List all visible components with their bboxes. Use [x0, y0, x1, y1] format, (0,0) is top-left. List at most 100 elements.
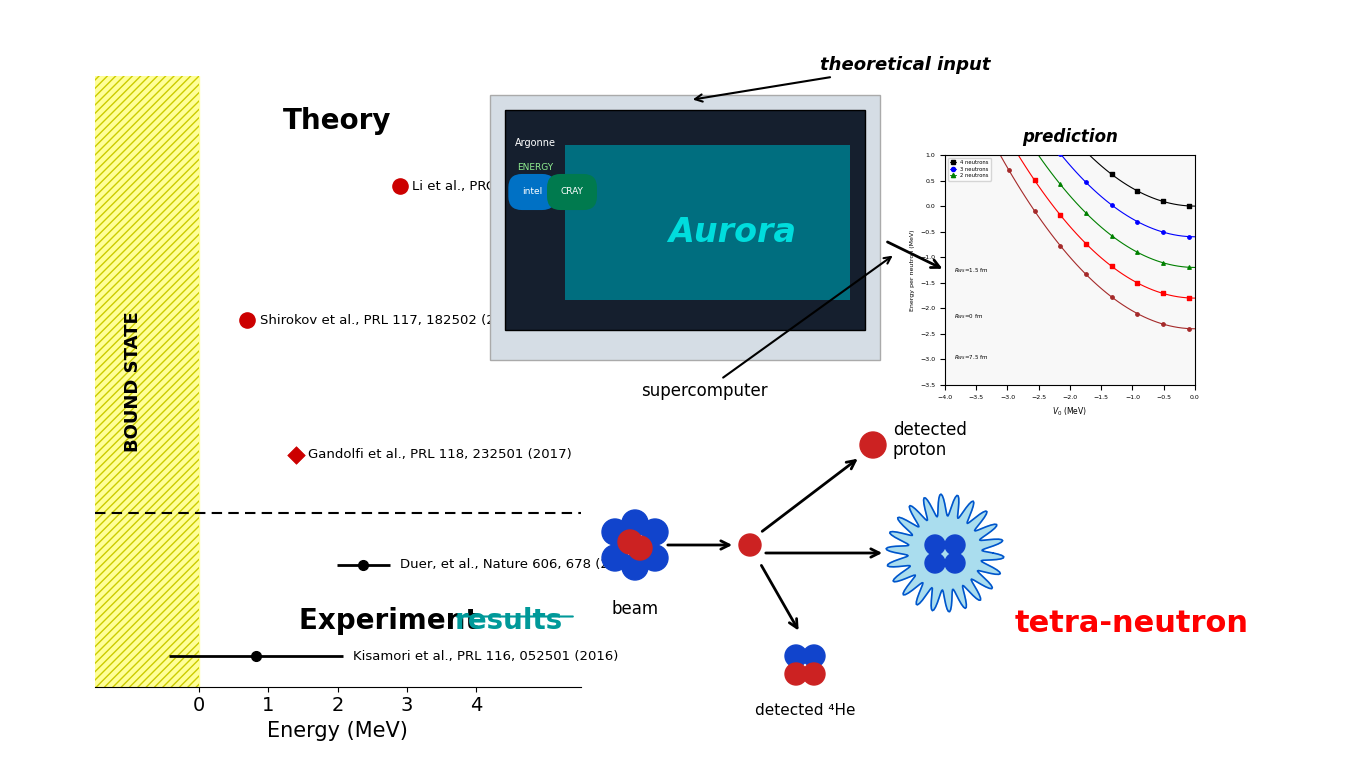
Circle shape: [925, 553, 945, 573]
Point: [285, 449, 306, 461]
Circle shape: [622, 554, 648, 580]
X-axis label: $V_0$ (MeV): $V_0$ (MeV): [1053, 405, 1088, 418]
Point: [998, 134, 1019, 146]
Legend: 4 neutrons, 3 neutrons, 2 neutrons: 4 neutrons, 3 neutrons, 2 neutrons: [948, 158, 991, 181]
Point: [1100, 291, 1122, 303]
Point: [1126, 215, 1147, 227]
Point: [236, 314, 258, 327]
Text: Experiment: Experiment: [298, 607, 487, 636]
Text: ENERGY: ENERGY: [517, 163, 553, 172]
Y-axis label: Energy per neutron (MeV): Energy per neutron (MeV): [910, 229, 914, 311]
Point: [1075, 237, 1096, 250]
Point: [1179, 261, 1200, 273]
Text: $R_{WS}$=0 fm: $R_{WS}$=0 fm: [954, 313, 983, 321]
Text: Li et al., PRC 100, 054313 (2019): Li et al., PRC 100, 054313 (2019): [413, 179, 633, 193]
Circle shape: [602, 519, 628, 545]
Point: [1100, 168, 1122, 180]
Text: intel: intel: [522, 188, 543, 197]
Circle shape: [945, 553, 965, 573]
Point: [998, 164, 1019, 176]
Text: results: results: [454, 607, 563, 636]
Circle shape: [643, 545, 668, 571]
Point: [1075, 176, 1096, 188]
Text: beam: beam: [612, 600, 659, 618]
Point: [972, 86, 994, 98]
Circle shape: [784, 663, 807, 685]
Point: [1153, 195, 1174, 208]
Point: [1023, 82, 1045, 95]
Polygon shape: [886, 494, 1003, 612]
Point: [1153, 318, 1174, 330]
Bar: [95, 76, 198, 687]
Point: [1179, 200, 1200, 212]
Point: [1153, 256, 1174, 269]
Point: [1100, 199, 1122, 211]
X-axis label: Energy (MeV): Energy (MeV): [267, 721, 408, 741]
Point: [1049, 117, 1071, 129]
Point: [1049, 147, 1071, 159]
Point: [946, 3, 968, 15]
Text: CRAY: CRAY: [560, 188, 583, 197]
Circle shape: [925, 535, 945, 555]
Text: $R_{WS}$=7.5 fm: $R_{WS}$=7.5 fm: [954, 353, 988, 362]
Text: Theory: Theory: [284, 107, 392, 135]
Text: BOUND STATE: BOUND STATE: [124, 311, 142, 452]
Point: [1075, 269, 1096, 281]
Circle shape: [860, 432, 886, 458]
Point: [1023, 113, 1045, 125]
Point: [972, 0, 994, 7]
Text: detected
proton: detected proton: [892, 420, 967, 459]
FancyBboxPatch shape: [566, 145, 850, 300]
Point: [1126, 277, 1147, 289]
Text: detected ⁴He: detected ⁴He: [755, 703, 856, 718]
Circle shape: [618, 530, 643, 554]
Text: Aurora: Aurora: [668, 216, 795, 250]
Point: [1153, 288, 1174, 300]
Text: tetra-neutron: tetra-neutron: [1015, 609, 1249, 638]
Circle shape: [643, 519, 668, 545]
Point: [1126, 185, 1147, 197]
Point: [1023, 204, 1045, 217]
Text: prediction: prediction: [1022, 127, 1118, 146]
Text: Shirokov et al., PRL 117, 182502 (2016): Shirokov et al., PRL 117, 182502 (2016): [259, 314, 525, 327]
Text: theoretical input: theoretical input: [695, 56, 991, 101]
Point: [1153, 226, 1174, 238]
Point: [972, 118, 994, 130]
Text: Gandolfi et al., PRL 118, 232501 (2017): Gandolfi et al., PRL 118, 232501 (2017): [308, 448, 572, 462]
Point: [1179, 230, 1200, 243]
Point: [1049, 179, 1071, 191]
Circle shape: [622, 510, 648, 536]
Text: Duer, et al., Nature 606, 678 (2022): Duer, et al., Nature 606, 678 (2022): [400, 558, 640, 571]
Point: [998, 103, 1019, 115]
Point: [1100, 260, 1122, 272]
Point: [1023, 143, 1045, 156]
Point: [998, 41, 1019, 53]
Circle shape: [738, 534, 761, 556]
Point: [972, 56, 994, 68]
Point: [1075, 207, 1096, 219]
Circle shape: [803, 645, 825, 667]
Point: [1023, 174, 1045, 186]
FancyBboxPatch shape: [490, 95, 880, 360]
Bar: [95, 76, 198, 687]
Point: [998, 72, 1019, 84]
Point: [946, 64, 968, 76]
Point: [1075, 146, 1096, 158]
Point: [946, 34, 968, 46]
Circle shape: [628, 536, 652, 560]
Point: [389, 180, 410, 192]
Point: [1049, 209, 1071, 221]
Point: [1179, 323, 1200, 335]
Point: [1126, 246, 1147, 259]
Text: supercomputer: supercomputer: [641, 257, 891, 400]
Point: [1179, 291, 1200, 304]
Point: [1049, 240, 1071, 252]
Text: Kisamori et al., PRL 116, 052501 (2016): Kisamori et al., PRL 116, 052501 (2016): [354, 649, 618, 663]
Circle shape: [803, 663, 825, 685]
Circle shape: [945, 535, 965, 555]
Circle shape: [784, 645, 807, 667]
Text: Argonne: Argonne: [514, 138, 555, 148]
Point: [972, 25, 994, 37]
Text: $R_{WS}$=1.5 fm: $R_{WS}$=1.5 fm: [954, 266, 988, 275]
Point: [1126, 307, 1147, 320]
